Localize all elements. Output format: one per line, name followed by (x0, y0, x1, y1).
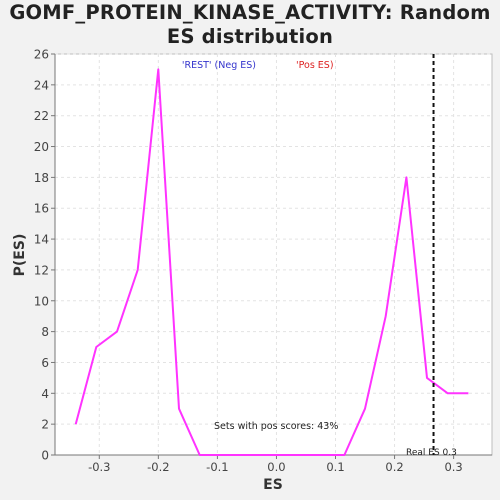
y-tick-label: 0 (41, 449, 49, 463)
y-tick-label: 14 (34, 233, 49, 247)
x-axis-label: ES (263, 477, 283, 493)
y-tick-label: 12 (34, 263, 49, 277)
grid (55, 53, 492, 456)
series-layer (74, 68, 469, 456)
plot-area (54, 53, 493, 456)
x-ticks: -0.3 -0.2 -0.1 0.0 0.1 0.2 0.3 (88, 455, 463, 474)
pos-scores-annotation: Sets with pos scores: 43% (214, 421, 338, 432)
x-tick-label: -0.3 (88, 460, 110, 474)
y-tick-label: 24 (34, 78, 49, 92)
y-tick-label: 10 (34, 294, 49, 308)
y-tick-label: 18 (34, 171, 49, 185)
x-tick-label: 0.3 (444, 460, 462, 474)
legend-pos-label: 'Pos ES) (296, 60, 334, 71)
y-axis-label: P(ES) (12, 233, 28, 277)
y-tick-label: 22 (34, 109, 49, 123)
y-tick-label: 20 (34, 140, 49, 154)
legend-rest-label: 'REST' (Neg ES) (182, 60, 256, 71)
real-es-label: Real ES 0.3 (406, 448, 457, 458)
x-tick-label: -0.2 (147, 460, 169, 474)
chart-title-line1: GOMF_PROTEIN_KINASE_ACTIVITY: Random (9, 1, 491, 24)
y-tick-label: 16 (34, 202, 49, 216)
chart-title-line2: ES distribution (166, 25, 334, 48)
y-tick-label: 8 (41, 325, 49, 339)
x-tick-label: 0.2 (385, 460, 403, 474)
y-tick-label: 2 (41, 418, 49, 432)
x-tick-label: 0.0 (267, 460, 285, 474)
y-tick-label: 6 (41, 356, 49, 370)
x-tick-label: -0.1 (206, 460, 228, 474)
x-tick-label: 0.1 (326, 460, 344, 474)
y-tick-label: 26 (34, 48, 49, 62)
es-distribution-line (74, 68, 469, 456)
y-tick-label: 4 (41, 387, 49, 401)
